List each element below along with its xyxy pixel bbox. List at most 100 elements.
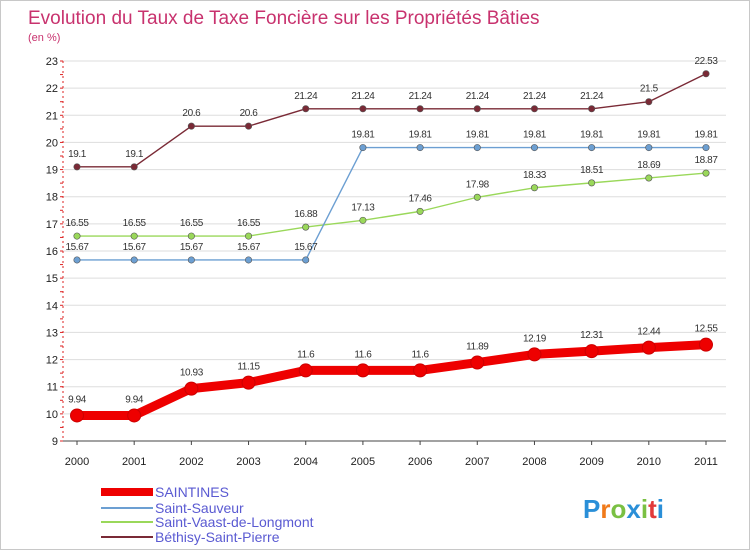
data-label: 19.81 [580,130,604,141]
data-point [527,347,542,362]
y-tick-label: 15 [46,273,58,285]
data-point [473,105,481,113]
data-point [302,256,310,264]
data-point [470,355,485,370]
data-label: 12.44 [637,327,661,338]
data-point [355,363,370,378]
y-tick-label: 11 [47,382,58,394]
series-line [76,172,707,237]
data-label: 16.55 [237,218,261,229]
data-point [73,163,81,171]
data-label: 17.98 [466,179,490,190]
x-tick-label: 2009 [579,456,603,468]
grid [63,60,726,442]
x-tick-label: 2011 [694,456,718,468]
data-point [359,216,367,224]
data-label: 21.24 [466,91,490,102]
y-tick-label: 21 [46,110,58,122]
data-label: 11.6 [354,349,372,360]
x-tick-label: 2010 [637,456,661,468]
y-tick-label: 18 [46,192,58,204]
data-label: 19.81 [466,130,490,141]
data-point [530,144,538,152]
data-label: 12.31 [580,330,604,341]
data-label: 19.1 [68,149,87,160]
y-tick-label: 10 [46,409,58,421]
data-point [187,232,195,240]
data-label: 15.67 [180,242,204,253]
legend-label: Saint-Vaast-de-Longmont [155,514,314,530]
y-tick-label: 19 [46,165,58,177]
data-label: 16.88 [294,209,318,220]
data-point [245,232,253,240]
data-label: 19.81 [409,130,433,141]
series-line [72,340,711,420]
data-point [359,144,367,152]
x-tick-label: 2006 [408,456,432,468]
data-label: 18.69 [637,160,661,171]
data-point [588,105,596,113]
x-tick-label: 2002 [179,456,203,468]
data-point [702,144,710,152]
axes: 9 10 11 12 13 14 15 16 17 18 19 20 21 22 23 2000 2001 200… [46,56,726,468]
data-point [73,232,81,240]
data-label: 19.81 [694,130,718,141]
data-point [530,105,538,113]
x-tick-label: 2004 [293,456,317,468]
y-tick-label: 12 [46,355,58,367]
x-tick-label: 2008 [522,456,546,468]
data-label: 16.55 [65,218,89,229]
data-label: 22.53 [694,56,718,67]
data-point [416,105,424,113]
data-label: 17.13 [351,202,375,213]
data-point [70,408,84,423]
series-b-thisy-saint-pierre [73,70,710,171]
data-point [588,179,596,187]
data-label: 21.5 [640,84,659,95]
data-point [699,337,713,352]
data-labels: 9.94 9.94 10.93 11.15 11.6 11.6 11.6 11.89 12.19… [65,56,718,406]
data-label: 21.24 [523,91,547,102]
series [70,70,713,423]
y-tick-label: 23 [46,56,58,68]
legend-label: Saint-Sauveur [155,500,244,516]
series-line [76,146,707,261]
y-tick-label: 16 [46,246,58,258]
data-point [473,144,481,152]
x-tick-label: 2001 [122,456,146,468]
proxiti-logo: Proxiti [583,494,664,524]
data-label: 12.55 [694,324,718,335]
data-point [73,256,81,264]
series-saint-vaast-de-longmont [73,169,710,240]
data-point [584,344,599,359]
y-unit-label: (en %) [28,32,60,44]
data-label: 21.24 [294,91,318,102]
legend-label: Béthisy-Saint-Pierre [155,529,280,545]
data-label: 16.55 [180,218,204,229]
data-point [130,232,138,240]
data-label: 9.94 [125,394,144,405]
data-label: 21.24 [409,91,433,102]
data-point [702,70,710,78]
y-tick-label: 9 [52,436,58,448]
data-label: 15.67 [123,242,147,253]
data-point [245,122,253,130]
data-label: 18.87 [694,155,718,166]
data-label: 19.1 [125,149,144,160]
chart-title: Evolution du Taux de Taxe Foncière sur l… [28,8,540,29]
data-label: 16.55 [123,218,147,229]
y-tick-label: 20 [46,137,58,149]
data-label: 11.89 [466,342,489,353]
data-label: 19.81 [523,130,547,141]
data-point [702,169,710,177]
data-point [130,256,138,264]
data-point [530,184,538,192]
data-label: 21.24 [580,91,604,102]
series-saintines [70,337,713,423]
data-label: 15.67 [65,242,89,253]
data-point [645,98,653,106]
x-tick-label: 2003 [236,456,260,468]
data-label: 11.6 [297,349,315,360]
